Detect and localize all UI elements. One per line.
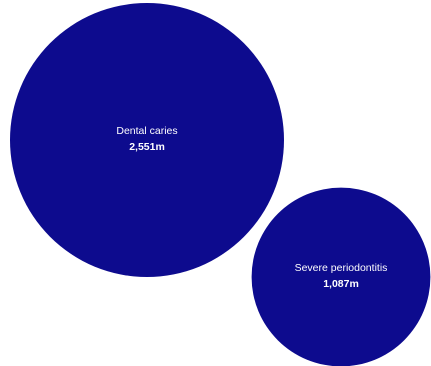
bubble-value-dental-caries: 2,551m [129,141,165,153]
bubble-severe-periodontitis [251,187,431,366]
bubbles-group: Dental caries 2,551m Severe periodontitis 1… [10,3,431,366]
bubble-dental-caries [10,3,284,277]
bubble-label-severe-periodontitis: Severe periodontitis [295,262,388,274]
bubble-label-dental-caries: Dental caries [116,125,177,137]
bubble-value-severe-periodontitis: 1,087m [323,278,359,290]
